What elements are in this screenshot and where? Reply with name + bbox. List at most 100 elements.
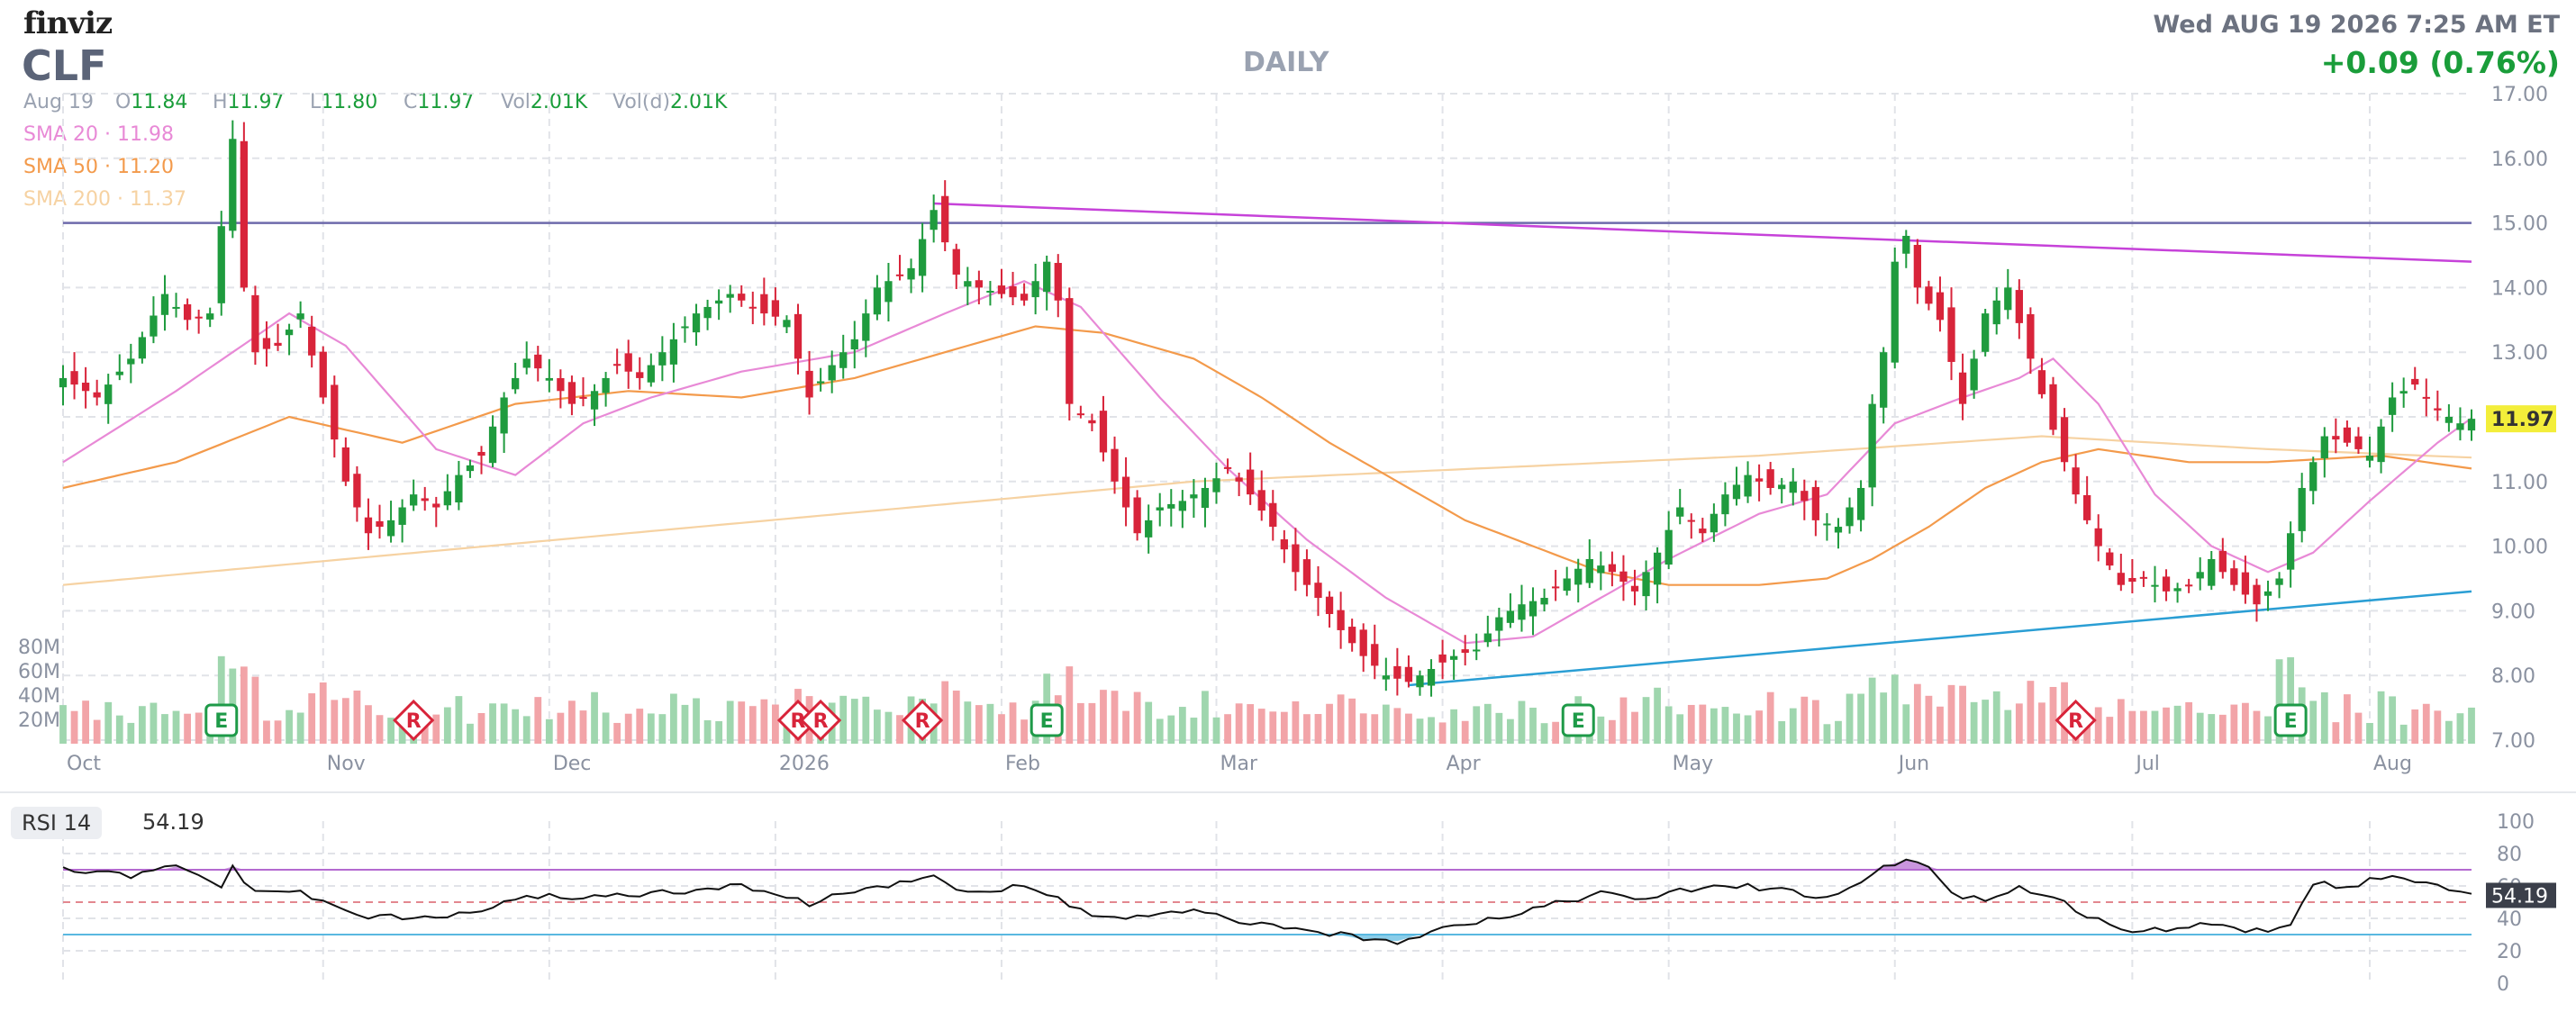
candle-body[interactable] xyxy=(195,316,203,319)
candle-body[interactable] xyxy=(2286,533,2295,570)
candle-body[interactable] xyxy=(1009,286,1017,298)
earnings-marker-box[interactable] xyxy=(1561,703,1595,737)
candle-body[interactable] xyxy=(2354,436,2363,449)
candle-body[interactable] xyxy=(658,352,667,366)
sma50-legend[interactable]: SMA 50 · 11.20 xyxy=(23,156,174,178)
earnings-marker-box[interactable] xyxy=(1029,703,1064,737)
candle-body[interactable] xyxy=(308,326,316,356)
revision-marker-box[interactable] xyxy=(901,699,944,742)
candle-body[interactable] xyxy=(1212,478,1220,492)
candle-body[interactable] xyxy=(1111,448,1119,482)
candle-body[interactable] xyxy=(1473,649,1481,652)
candle-body[interactable] xyxy=(703,306,712,319)
candle-body[interactable] xyxy=(1585,558,1593,583)
candle-body[interactable] xyxy=(613,364,621,366)
candle-body[interactable] xyxy=(828,365,836,381)
candle-body[interactable] xyxy=(590,391,599,410)
candle-body[interactable] xyxy=(1789,481,1797,493)
candle-body[interactable] xyxy=(2399,391,2408,394)
candle-body[interactable] xyxy=(1302,559,1311,585)
candle-body[interactable] xyxy=(2241,572,2250,595)
candle-body[interactable] xyxy=(1630,585,1639,592)
candle-body[interactable] xyxy=(1664,529,1673,565)
candle-body[interactable] xyxy=(512,377,520,390)
candle-body[interactable] xyxy=(1088,420,1096,424)
candle-body[interactable] xyxy=(2162,576,2171,592)
candle-body[interactable] xyxy=(2196,572,2204,579)
candle-body[interactable] xyxy=(1574,568,1583,585)
revision-marker[interactable]: R xyxy=(799,699,842,742)
candle-body[interactable] xyxy=(2456,423,2464,430)
candle-body[interactable] xyxy=(81,383,90,392)
revision-marker-box[interactable] xyxy=(2054,699,2097,742)
candle-body[interactable] xyxy=(1461,649,1469,654)
candle-body[interactable] xyxy=(1280,539,1288,550)
earnings-marker[interactable]: E xyxy=(1029,703,1064,737)
candle-body[interactable] xyxy=(443,491,451,506)
candle-body[interactable] xyxy=(636,372,644,378)
candle-body[interactable] xyxy=(70,371,78,385)
candle-body[interactable] xyxy=(477,451,485,456)
candle-body[interactable] xyxy=(115,371,123,375)
timeframe-label[interactable]: DAILY xyxy=(1243,47,1329,78)
candle-body[interactable] xyxy=(1043,261,1051,293)
candle-body[interactable] xyxy=(1359,629,1367,656)
candle-body[interactable] xyxy=(1868,403,1876,488)
candle-body[interactable] xyxy=(1913,244,1921,288)
candle-body[interactable] xyxy=(681,326,689,329)
candle-body[interactable] xyxy=(895,274,904,276)
candle-body[interactable] xyxy=(557,377,565,392)
candle-body[interactable] xyxy=(488,426,497,464)
candle-body[interactable] xyxy=(104,384,113,404)
candle-body[interactable] xyxy=(1393,665,1401,679)
candle-body[interactable] xyxy=(1936,292,1945,321)
candle-body[interactable] xyxy=(1223,466,1232,469)
candle-body[interactable] xyxy=(1540,598,1548,605)
candle-body[interactable] xyxy=(964,281,972,287)
candle-body[interactable] xyxy=(296,313,304,320)
candle-body[interactable] xyxy=(1834,527,1843,533)
candle-body[interactable] xyxy=(1099,411,1108,453)
candle-body[interactable] xyxy=(738,294,746,301)
candle-body[interactable] xyxy=(760,294,768,314)
candle-body[interactable] xyxy=(2106,552,2114,566)
candle-body[interactable] xyxy=(2320,436,2328,458)
candle-body[interactable] xyxy=(2208,558,2216,586)
candle-body[interactable] xyxy=(364,517,373,534)
candle-body[interactable] xyxy=(1495,617,1503,631)
candle-body[interactable] xyxy=(1721,494,1729,515)
candle-body[interactable] xyxy=(1235,477,1243,482)
candle-body[interactable] xyxy=(1800,491,1809,501)
candle-body[interactable] xyxy=(522,358,531,368)
candle-body[interactable] xyxy=(1167,503,1175,509)
candle-body[interactable] xyxy=(93,392,101,398)
candle-body[interactable] xyxy=(692,313,701,333)
candle-body[interactable] xyxy=(2083,494,2091,520)
candle-body[interactable] xyxy=(319,351,327,398)
candle-body[interactable] xyxy=(1020,294,1029,301)
candle-body[interactable] xyxy=(941,195,949,243)
candle-body[interactable] xyxy=(251,294,259,353)
candle-body[interactable] xyxy=(1811,486,1820,520)
down-trend-line[interactable] xyxy=(933,202,2472,263)
candle-body[interactable] xyxy=(2377,426,2385,463)
candle-body[interactable] xyxy=(341,447,349,482)
candle-body[interactable] xyxy=(1269,502,1277,528)
revision-marker[interactable]: R xyxy=(2054,699,2097,742)
candle-body[interactable] xyxy=(669,339,678,365)
candle-body[interactable] xyxy=(1619,571,1628,583)
candle-body[interactable] xyxy=(240,140,249,288)
candle-body[interactable] xyxy=(1292,544,1300,573)
candle-body[interactable] xyxy=(1551,586,1560,589)
candle-body[interactable] xyxy=(2004,287,2012,311)
candle-body[interactable] xyxy=(986,290,994,293)
candle-body[interactable] xyxy=(2298,487,2306,531)
candle-body[interactable] xyxy=(376,520,384,528)
candle-body[interactable] xyxy=(1190,494,1198,499)
candle-body[interactable] xyxy=(1608,564,1617,573)
candle-body[interactable] xyxy=(1676,507,1684,517)
candle-body[interactable] xyxy=(229,139,237,231)
candle-body[interactable] xyxy=(1856,487,1865,520)
candle-body[interactable] xyxy=(1744,474,1752,497)
